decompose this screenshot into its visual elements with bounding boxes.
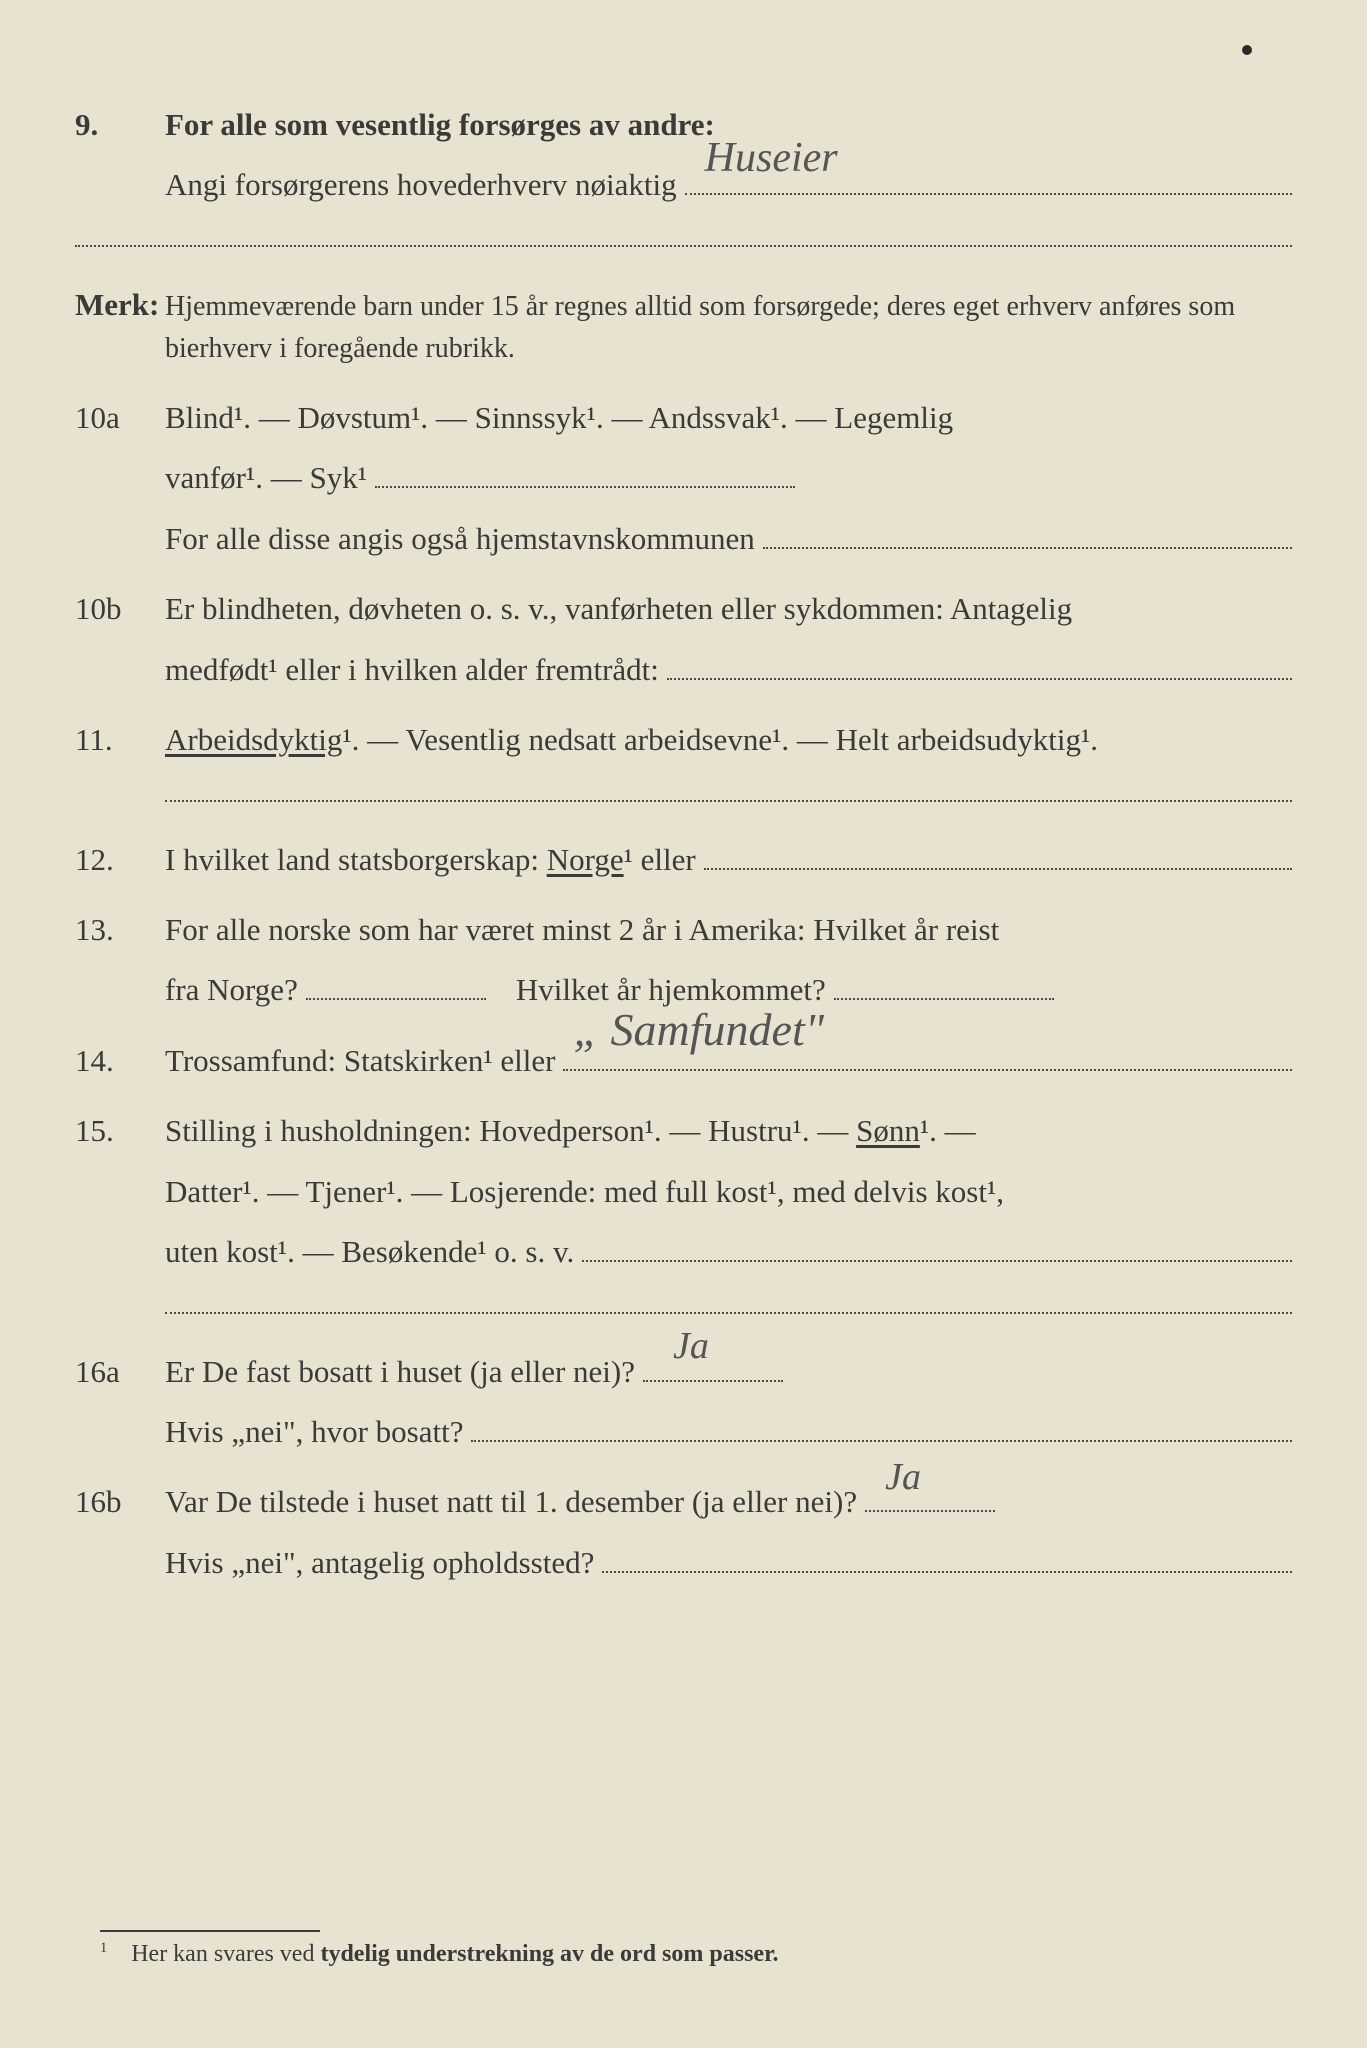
- q16a-line2: Hvis „nei", hvor bosatt?: [165, 1402, 463, 1462]
- q11-underlined: Arbeidsdyktig: [165, 722, 342, 757]
- q13-number: 13.: [75, 900, 165, 960]
- q12-pre: I hvilket land statsborgerskap:: [165, 830, 539, 890]
- footnote-rule: [100, 1930, 320, 1932]
- q14-pre: Trossamfund: Statskirken¹ eller: [165, 1031, 555, 1091]
- q16a-number: 16a: [75, 1342, 165, 1402]
- question-16a: 16a Er De fast bosatt i huset (ja eller …: [75, 1342, 1292, 1463]
- q16b-line2: Hvis „nei", antagelig opholdssted?: [165, 1533, 594, 1593]
- q15-line2: Datter¹. — Tjener¹. — Losjerende: med fu…: [165, 1162, 1292, 1222]
- question-14: 14. Trossamfund: Statskirken¹ eller „ Sa…: [75, 1031, 1292, 1091]
- question-10b: 10b Er blindheten, døvheten o. s. v., va…: [75, 579, 1292, 700]
- q14-handwritten: „ Samfundet": [573, 985, 824, 1075]
- q12-post: ¹ eller: [624, 830, 696, 890]
- q13-line2a: fra Norge?: [165, 960, 298, 1020]
- q9-number: 9.: [75, 95, 165, 155]
- q15-line1a: Stilling i husholdningen: Hovedperson¹. …: [165, 1113, 856, 1148]
- q9-line2: Angi forsørgerens hovederhverv nøiaktig: [165, 155, 677, 215]
- merk-note: Merk: Hjemmeværende barn under 15 år reg…: [75, 275, 1292, 370]
- q16b-number: 16b: [75, 1472, 165, 1532]
- q15-sonn: Sønn: [856, 1113, 920, 1148]
- divider: [75, 244, 1292, 247]
- divider: [165, 1311, 1292, 1314]
- q10b-number: 10b: [75, 579, 165, 639]
- q15-number: 15.: [75, 1101, 165, 1161]
- divider: [165, 799, 1292, 802]
- q16a-line1: Er De fast bosatt i huset (ja eller nei)…: [165, 1342, 635, 1402]
- q16b-line1: Var De tilstede i huset natt til 1. dese…: [165, 1472, 857, 1532]
- q15-line3: uten kost¹. — Besøkende¹ o. s. v.: [165, 1222, 574, 1282]
- q10b-line1: Er blindheten, døvheten o. s. v., vanfør…: [165, 579, 1292, 639]
- question-10a: 10a Blind¹. — Døvstum¹. — Sinnssyk¹. — A…: [75, 388, 1292, 569]
- merk-text: Hjemmeværende barn under 15 år regnes al…: [165, 286, 1292, 370]
- footnote-text: Her kan svares ved tydelig understreknin…: [131, 1941, 778, 1967]
- q12-number: 12.: [75, 830, 165, 890]
- footnote: 1 Her kan svares ved tydelig understrekn…: [100, 1930, 1292, 1968]
- question-11: 11. Arbeidsdyktig¹. — Vesentlig nedsatt …: [75, 710, 1292, 770]
- q11-number: 11.: [75, 710, 165, 770]
- corner-dot: [1242, 45, 1252, 55]
- q16a-handwritten: Ja: [673, 1309, 709, 1383]
- q11-rest: ¹. — Vesentlig nedsatt arbeidsevne¹. — H…: [342, 722, 1098, 757]
- q10b-line2: medfødt¹ eller i hvilken alder fremtrådt…: [165, 640, 659, 700]
- footnote-num: 1: [100, 1940, 107, 1956]
- q12-norge: Norge: [547, 830, 624, 890]
- q10a-line1: Blind¹. — Døvstum¹. — Sinnssyk¹. — Andss…: [165, 388, 1292, 448]
- q9-handwritten: Huseier: [705, 118, 838, 200]
- question-9: 9. For alle som vesentlig forsørges av a…: [75, 95, 1292, 216]
- question-15: 15. Stilling i husholdningen: Hovedperso…: [75, 1101, 1292, 1282]
- q10a-line3: For alle disse angis også hjemstavnskomm…: [165, 509, 755, 569]
- merk-label: Merk:: [75, 275, 165, 335]
- q14-number: 14.: [75, 1031, 165, 1091]
- q10a-number: 10a: [75, 388, 165, 448]
- q15-line1b: ¹. —: [920, 1113, 976, 1148]
- question-12: 12. I hvilket land statsborgerskap: Norg…: [75, 830, 1292, 890]
- q10a-line2: vanfør¹. — Syk¹: [165, 448, 367, 508]
- q16b-handwritten: Ja: [885, 1440, 921, 1514]
- question-16b: 16b Var De tilstede i huset natt til 1. …: [75, 1472, 1292, 1593]
- q13-line1: For alle norske som har været minst 2 år…: [165, 900, 1292, 960]
- census-form-page: 9. For alle som vesentlig forsørges av a…: [0, 0, 1367, 2048]
